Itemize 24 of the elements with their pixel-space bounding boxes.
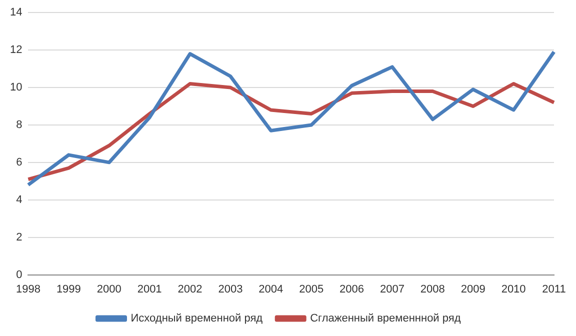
x-tick-label: 2008 (420, 283, 445, 296)
x-tick-label: 2006 (340, 283, 364, 296)
y-tick-label: 0 (16, 268, 22, 281)
x-tick-label: 2004 (258, 283, 284, 296)
y-tick-label: 6 (16, 156, 22, 168)
y-tick-label: 4 (16, 194, 22, 206)
x-tick-label: 2003 (218, 283, 243, 296)
x-tick-label: 2010 (501, 283, 526, 296)
y-tick-label: 12 (10, 44, 22, 56)
y-tick-label: 2 (16, 231, 22, 244)
y-tick-label: 10 (10, 82, 22, 94)
x-tick-label: 2000 (96, 283, 122, 296)
y-tick-label: 8 (16, 119, 22, 132)
x-tick-label: 2001 (137, 283, 162, 296)
x-tick-label: 1999 (56, 283, 81, 296)
x-tick-label: 2009 (460, 283, 486, 296)
x-tick-label: 2005 (299, 283, 324, 296)
legend-label: Сглаженный временнной ряд (310, 312, 462, 325)
x-tick-label: 2011 (542, 283, 566, 296)
legend-label: Исходный временной ряд (130, 312, 264, 325)
y-tick-label: 14 (10, 6, 22, 19)
x-tick-label: 2007 (380, 283, 404, 296)
x-tick-label: 2002 (178, 283, 202, 296)
x-tick-label: 1998 (16, 283, 40, 296)
